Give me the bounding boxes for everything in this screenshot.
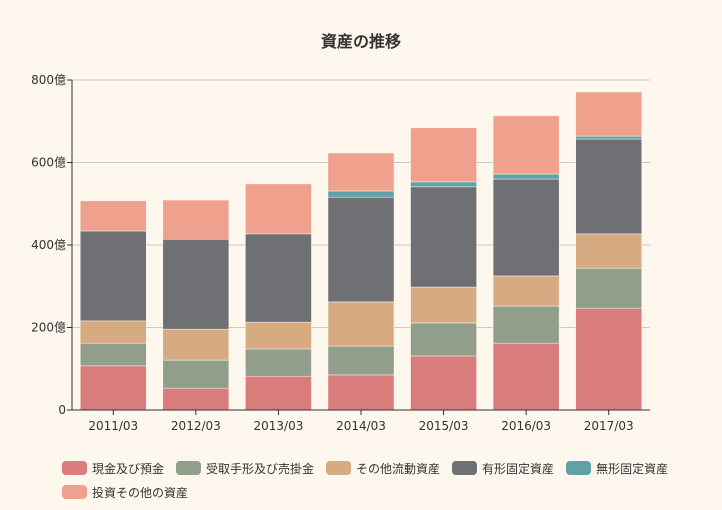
bar-segment [162, 359, 230, 389]
bar-segment [575, 233, 642, 269]
legend-item[interactable]: 受取手形及び売掛金 [176, 456, 314, 480]
bar-segment [410, 286, 477, 324]
bar-segment [80, 342, 147, 367]
bar-segment [245, 233, 312, 323]
bar-segment [327, 190, 395, 198]
x-tick-label: 2017/03 [584, 419, 634, 433]
legend-label: 無形固定資産 [596, 461, 669, 476]
bar-segment [575, 267, 642, 309]
bar-segment [245, 183, 312, 235]
legend-item[interactable]: 投資その他の資産 [62, 480, 188, 504]
bar-segment [575, 91, 642, 137]
x-tick-label: 2013/03 [253, 419, 303, 433]
x-tick-label: 2016/03 [501, 419, 551, 433]
bar-segment [492, 173, 560, 180]
bar-segment [410, 355, 477, 411]
legend: 現金及び預金 受取手形及び売掛金 その他流動資産 有形固定資産 無形固定資産投資その他の… [62, 456, 702, 504]
plot-area: 0 200億 400億 600億 800億 2011/03 2012/03 2013/03 20… [31, 73, 650, 433]
bar-segment [575, 307, 642, 411]
bar-segment [80, 365, 147, 411]
bar-segment [245, 348, 312, 377]
legend-label: 有形固定資産 [482, 461, 555, 476]
legend-label: その他流動資産 [356, 461, 441, 476]
legend-item[interactable]: 現金及び預金 [62, 456, 164, 480]
legend-label: 投資その他の資産 [92, 485, 189, 500]
bar-segment [492, 178, 560, 277]
bar-segment [492, 342, 560, 411]
legend-swatch [62, 485, 87, 499]
y-tick-label: 600億 [31, 156, 66, 170]
legend-swatch [176, 461, 202, 475]
legend-label: 現金及び預金 [92, 461, 165, 476]
y-tick-label: 800億 [31, 73, 66, 87]
y-tick-label: 0 [58, 403, 66, 417]
legend-swatch [62, 461, 87, 475]
chart-title: 資産の推移 [320, 32, 401, 51]
legend-swatch [326, 461, 352, 475]
bar-segment [575, 135, 642, 140]
bar-segment [410, 181, 477, 188]
legend-label: 受取手形及び売掛金 [206, 461, 315, 476]
bar-segment [327, 196, 395, 303]
bar-segment [492, 115, 560, 175]
bar-segment [410, 322, 477, 357]
bar-segment [327, 374, 395, 411]
x-tick-label: 2012/03 [171, 419, 221, 433]
bar-segment [575, 138, 642, 235]
legend-swatch [566, 461, 592, 475]
bar-segment [410, 127, 477, 183]
bar-segment [327, 152, 395, 192]
bar-segment [410, 186, 477, 288]
bar-segment [492, 275, 560, 307]
bar-segment [492, 305, 560, 344]
legend-item[interactable]: 無形固定資産 [566, 456, 668, 480]
bar-segment [245, 375, 312, 411]
bar-segment [80, 200, 147, 232]
bar-segment [162, 238, 230, 330]
legend-item[interactable]: その他流動資産 [326, 456, 440, 480]
bar-segment [162, 199, 230, 240]
legend-swatch [452, 461, 478, 475]
x-tick-label: 2014/03 [336, 419, 386, 433]
bar-segment [327, 345, 395, 376]
bar-segment [245, 321, 312, 350]
legend-item[interactable]: 有形固定資産 [452, 456, 554, 480]
x-tick-label: 2011/03 [88, 419, 138, 433]
bar-segment [327, 301, 395, 347]
bar-segment [162, 328, 230, 361]
y-tick-label: 200億 [31, 321, 66, 335]
bar-segment [80, 320, 147, 344]
x-tick-label: 2015/03 [419, 419, 469, 433]
y-tick-label: 400億 [31, 238, 66, 252]
bar-segment [80, 230, 147, 322]
bar-segment [162, 387, 230, 411]
